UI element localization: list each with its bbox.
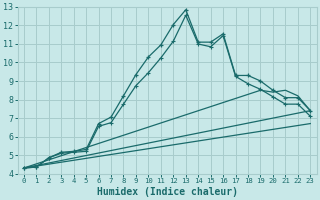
X-axis label: Humidex (Indice chaleur): Humidex (Indice chaleur) bbox=[97, 186, 237, 197]
